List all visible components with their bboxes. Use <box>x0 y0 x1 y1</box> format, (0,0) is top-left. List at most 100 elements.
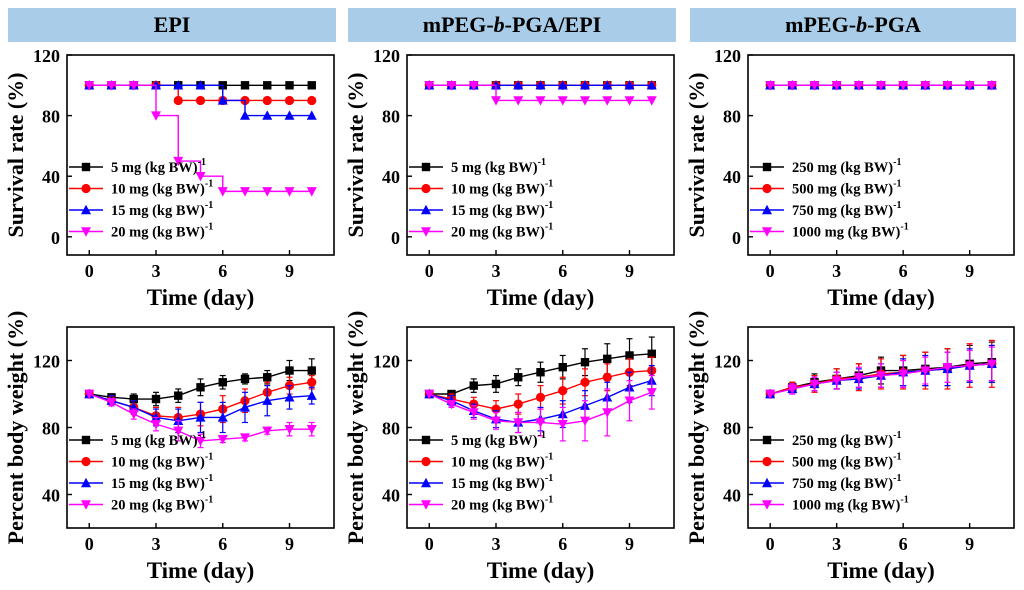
legend-marker <box>81 477 91 488</box>
legend-superscript: -1 <box>205 179 213 190</box>
legend-superscript: -1 <box>545 452 553 463</box>
data-point <box>809 379 820 390</box>
x-tick-label: 6 <box>218 261 227 281</box>
data-point <box>876 371 886 381</box>
series-line <box>89 84 312 193</box>
data-point <box>106 398 117 408</box>
legend-marker <box>762 183 772 194</box>
legend-label: 20 mg (kg BW)-1 <box>451 222 553 241</box>
legend-label: 750 mg (kg BW)-1 <box>792 473 901 492</box>
legend: 5 mg (kg BW)-1 10 mg (kg BW)-1 15 mg (kg B… <box>409 430 553 514</box>
data-point <box>624 80 635 90</box>
data-point <box>765 389 776 400</box>
data-point <box>284 392 295 402</box>
legend-marker <box>421 227 431 237</box>
data-point <box>106 81 117 91</box>
x-tick-label: 9 <box>965 261 974 281</box>
legend-superscript: -1 <box>545 473 553 484</box>
data-point <box>468 81 479 91</box>
data-point <box>84 389 95 400</box>
panel-title-polymer: mPEG-b -PGA <box>690 8 1016 42</box>
panel-title-epi-text: EPI <box>153 12 191 37</box>
legend-superscript: -1 <box>205 452 213 463</box>
data-point <box>240 187 250 197</box>
data-point <box>536 368 545 377</box>
data-point <box>151 419 161 430</box>
x-tick-label: 0 <box>766 261 775 281</box>
y-tick-label: 120 <box>714 352 741 372</box>
legend-marker <box>421 162 431 172</box>
legend-label: 15 mg (kg BW)-1 <box>111 200 213 219</box>
data-point <box>898 81 909 91</box>
series-line <box>429 84 652 102</box>
data-point <box>809 81 820 91</box>
data-point <box>173 80 184 90</box>
chart-surv-conj: 0 40 80 120 0 3 6 9 Time (day) Survival rate (%) 5… <box>343 46 675 310</box>
legend-marker <box>81 456 91 467</box>
data-point <box>964 81 975 91</box>
legend-marker <box>421 204 431 215</box>
x-tick-label: 3 <box>152 261 161 281</box>
data-point <box>535 80 546 90</box>
x-tick-label: 0 <box>85 534 94 554</box>
legend-superscript: -1 <box>900 222 908 233</box>
data-point <box>307 366 316 375</box>
data-point <box>646 80 657 90</box>
legend-superscript: -1 <box>198 430 206 441</box>
data-point <box>240 374 250 384</box>
data-point <box>306 424 317 435</box>
y-tick-label: 120 <box>714 46 741 66</box>
data-point <box>831 81 842 91</box>
data-point <box>217 412 228 422</box>
data-point <box>765 81 776 91</box>
legend-marker <box>421 500 431 510</box>
data-point <box>173 95 183 106</box>
series-4 <box>765 81 997 91</box>
legend: 5 mg (kg BW)-1 10 mg (kg BW)-1 15 mg (kg B… <box>69 430 213 514</box>
legend-superscript: -1 <box>538 157 546 168</box>
y-tick-label: 80 <box>42 419 60 439</box>
legend-label: 10 mg (kg BW)-1 <box>111 452 213 471</box>
legend-marker <box>421 477 431 488</box>
data-point <box>491 379 501 389</box>
series-4 <box>765 346 997 400</box>
chart-bw-conj: 40 80 120 0 3 6 9 Time (day) Percent body weight… <box>343 311 675 583</box>
data-point <box>217 95 228 105</box>
data-point <box>557 419 568 430</box>
data-point <box>646 388 657 398</box>
data-point <box>195 95 206 106</box>
data-point <box>174 391 183 400</box>
chart-bw-polymer: 40 80 120 0 3 6 9 Time (day) Percent body weight… <box>684 311 1015 583</box>
data-point <box>446 399 457 410</box>
x-tick-label: 9 <box>285 261 294 281</box>
series-4 <box>424 374 657 442</box>
data-point <box>514 373 523 382</box>
data-point <box>217 435 228 445</box>
data-point <box>920 81 931 91</box>
legend-marker <box>421 435 431 445</box>
data-point <box>307 377 317 387</box>
data-point <box>218 378 227 387</box>
y-axis-label: Survival rate (%) <box>343 73 368 238</box>
data-point <box>195 80 206 90</box>
data-point <box>195 436 206 447</box>
x-tick-label: 6 <box>558 261 567 281</box>
data-point <box>602 80 613 90</box>
data-point <box>491 404 501 414</box>
x-tick-label: 6 <box>899 534 908 554</box>
y-tick-label: 40 <box>382 167 400 187</box>
plot-frame <box>747 54 1015 256</box>
chart-bw-epi: 40 80 120 0 3 6 9 Time (day) Percent body weight… <box>3 311 335 583</box>
legend: 250 mg (kg BW)-1 500 mg (kg BW)-1 750 mg (… <box>750 157 909 241</box>
legend-marker <box>81 162 91 172</box>
y-tick-label: 80 <box>723 107 741 127</box>
data-point <box>603 354 612 364</box>
data-point <box>306 187 317 197</box>
y-axis-label: Survival rate (%) <box>684 73 709 238</box>
y-tick-label: 40 <box>723 486 741 506</box>
data-point <box>262 95 272 106</box>
legend-superscript: -1 <box>893 200 901 211</box>
data-point <box>787 81 798 91</box>
legend-superscript: -1 <box>545 222 553 233</box>
data-point <box>306 390 317 400</box>
